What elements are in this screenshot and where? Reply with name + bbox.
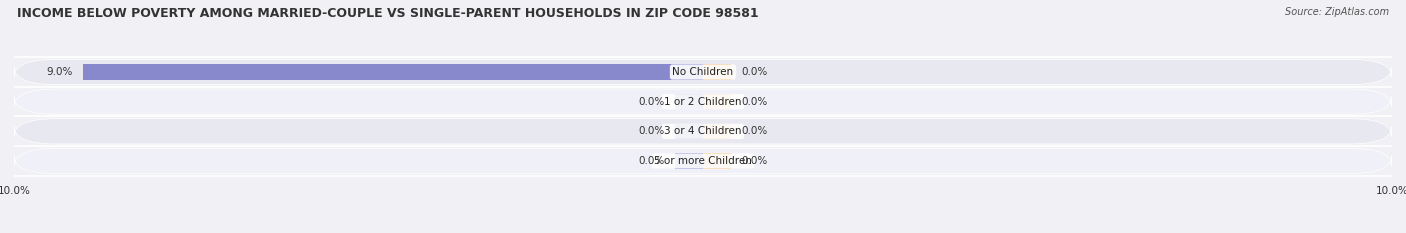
Bar bbox=[675, 153, 703, 169]
FancyBboxPatch shape bbox=[14, 89, 1392, 114]
Bar bbox=[703, 94, 731, 109]
Text: 0.0%: 0.0% bbox=[741, 156, 768, 166]
Text: INCOME BELOW POVERTY AMONG MARRIED-COUPLE VS SINGLE-PARENT HOUSEHOLDS IN ZIP COD: INCOME BELOW POVERTY AMONG MARRIED-COUPL… bbox=[17, 7, 758, 20]
FancyBboxPatch shape bbox=[14, 148, 1392, 174]
FancyBboxPatch shape bbox=[14, 59, 1392, 85]
Text: 9.0%: 9.0% bbox=[46, 67, 73, 77]
Text: 0.0%: 0.0% bbox=[741, 97, 768, 107]
Bar bbox=[703, 153, 731, 169]
Text: 0.0%: 0.0% bbox=[638, 126, 665, 136]
Bar bbox=[703, 124, 731, 139]
Text: 0.0%: 0.0% bbox=[638, 156, 665, 166]
Text: 0.0%: 0.0% bbox=[741, 126, 768, 136]
FancyBboxPatch shape bbox=[14, 119, 1392, 144]
Bar bbox=[703, 64, 731, 80]
Text: 0.0%: 0.0% bbox=[638, 97, 665, 107]
Bar bbox=[675, 94, 703, 109]
Text: No Children: No Children bbox=[672, 67, 734, 77]
Text: 5 or more Children: 5 or more Children bbox=[654, 156, 752, 166]
Text: 1 or 2 Children: 1 or 2 Children bbox=[664, 97, 742, 107]
Bar bbox=[83, 64, 703, 80]
Bar bbox=[675, 124, 703, 139]
Text: 3 or 4 Children: 3 or 4 Children bbox=[664, 126, 742, 136]
Text: Source: ZipAtlas.com: Source: ZipAtlas.com bbox=[1285, 7, 1389, 17]
Text: 0.0%: 0.0% bbox=[741, 67, 768, 77]
